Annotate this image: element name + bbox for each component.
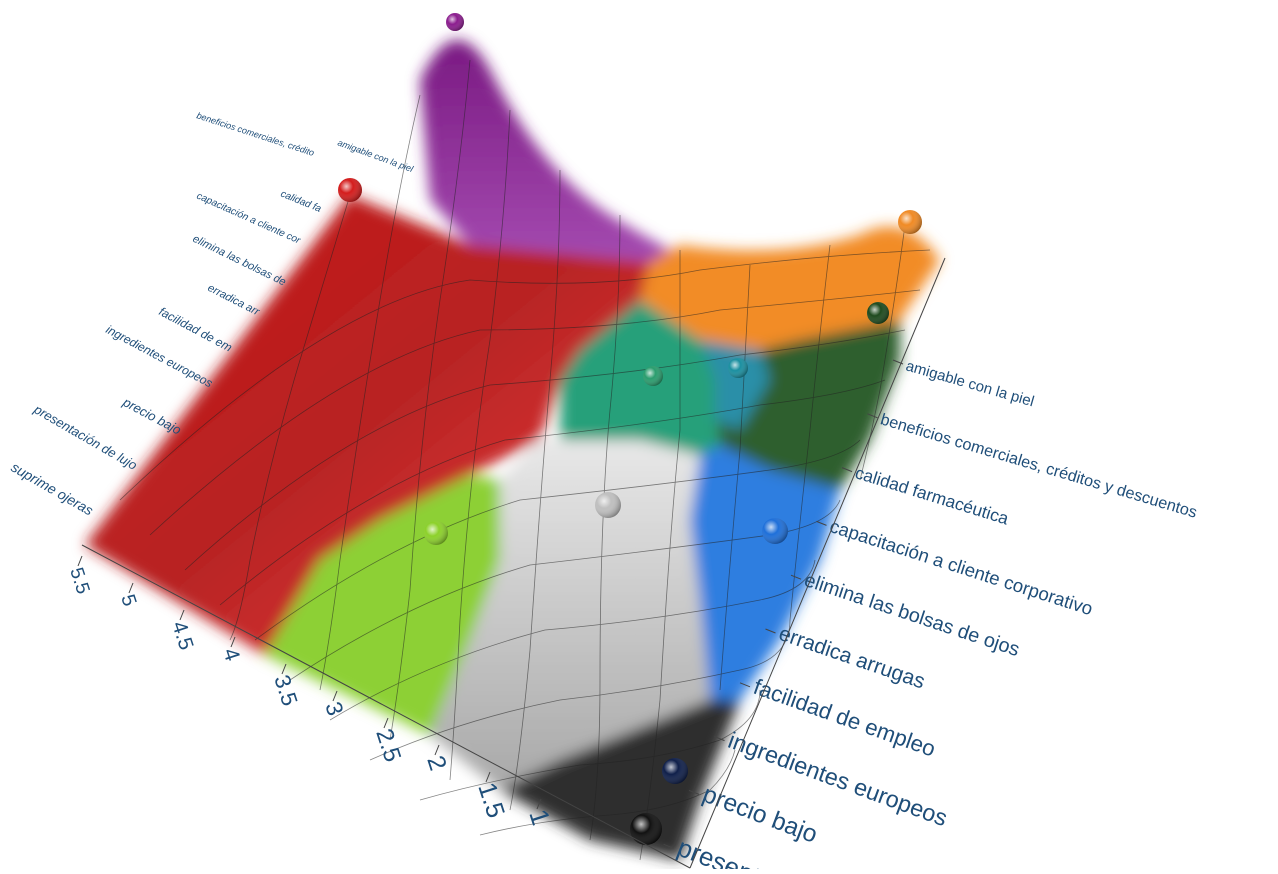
value-tick-label: 2 xyxy=(421,753,451,774)
category-tick xyxy=(739,682,751,688)
peak-sphere-shade xyxy=(338,178,362,202)
peak-sphere-shade xyxy=(630,813,662,845)
peak-sphere-shade xyxy=(446,13,464,31)
back-category-label: precio bajo xyxy=(120,394,184,438)
peak-marker xyxy=(446,13,464,31)
category-tick xyxy=(790,574,802,580)
back-category-label: presentación de lujo xyxy=(31,401,140,473)
back-category-label: amigable con la piel xyxy=(336,137,415,174)
back-category-label: suprime ojeras xyxy=(9,459,97,519)
peak-sphere-shade xyxy=(762,518,788,544)
value-tick xyxy=(536,798,542,810)
peak-sphere-shade xyxy=(898,210,922,234)
peak-marker xyxy=(595,492,621,518)
value-tick xyxy=(383,717,389,729)
value-tick xyxy=(332,690,338,702)
region-blue xyxy=(690,445,840,700)
axis-lines xyxy=(81,257,946,869)
peak-marker xyxy=(762,518,788,544)
category-tick xyxy=(867,413,878,419)
value-tick xyxy=(434,744,440,756)
value-tick-label: 5 xyxy=(116,592,140,609)
value-tick xyxy=(77,555,83,567)
category-label: erradica arrugas xyxy=(776,622,928,694)
peak-sphere-shade xyxy=(662,758,688,784)
peak-marker xyxy=(728,358,748,378)
peak-sphere-shade xyxy=(424,521,448,545)
category-tick xyxy=(714,736,725,742)
back-category-label: calidad fa xyxy=(279,189,323,215)
peak-sphere-shade xyxy=(728,358,748,378)
surface-mesh xyxy=(119,59,931,861)
value-tick-label: 3.5 xyxy=(269,672,302,709)
region-orange xyxy=(640,226,940,350)
value-tick-label: 1 xyxy=(523,806,556,829)
value-tick xyxy=(230,636,236,648)
category-tick xyxy=(688,789,700,795)
value-tick-label: 3 xyxy=(320,699,349,719)
category-label: calidad farmacéutica xyxy=(853,462,1012,528)
value-tick-label: 5.5 xyxy=(65,565,93,597)
peak-marker xyxy=(424,521,448,545)
peak-sphere-shade xyxy=(867,302,889,324)
back-category-label: facilidad de em xyxy=(157,304,235,354)
region-cyan xyxy=(700,340,770,430)
peak-marker xyxy=(662,758,688,784)
value-tick-label: 4 xyxy=(218,645,245,664)
category-tick xyxy=(841,467,853,473)
value-tick xyxy=(281,663,287,675)
back-category-label: elimina las bolsas de xyxy=(191,233,288,289)
value-tick-label: 2.5 xyxy=(370,726,406,766)
peak-marker xyxy=(630,813,662,845)
region-purple xyxy=(420,39,680,263)
front-axis-line xyxy=(81,544,691,869)
peak-markers xyxy=(338,13,922,845)
category-tick xyxy=(765,628,776,634)
peak-marker xyxy=(338,178,362,202)
peak-sphere-shade xyxy=(643,366,663,386)
category-tick xyxy=(816,520,827,526)
region-grey xyxy=(430,440,710,790)
value-tick xyxy=(128,582,134,594)
right-axis-line xyxy=(689,257,946,869)
category-label: precio bajo xyxy=(699,781,821,849)
peak-marker xyxy=(898,210,922,234)
category-label: beneficios comerciales, créditos y descu… xyxy=(878,410,1199,521)
surface-regions xyxy=(85,39,940,860)
category-tick xyxy=(663,843,674,849)
peak-sphere-shade xyxy=(595,492,621,518)
back-category-label: beneficios comerciales, crédito xyxy=(195,110,315,158)
value-tick xyxy=(179,609,185,621)
value-tick-label: 4.5 xyxy=(167,618,198,652)
value-tick xyxy=(485,771,491,783)
back-category-label: erradica arr xyxy=(206,282,263,319)
peak-marker xyxy=(867,302,889,324)
region-red xyxy=(85,195,650,655)
peak-marker xyxy=(643,366,663,386)
category-label: amigable con la piel xyxy=(904,358,1036,411)
